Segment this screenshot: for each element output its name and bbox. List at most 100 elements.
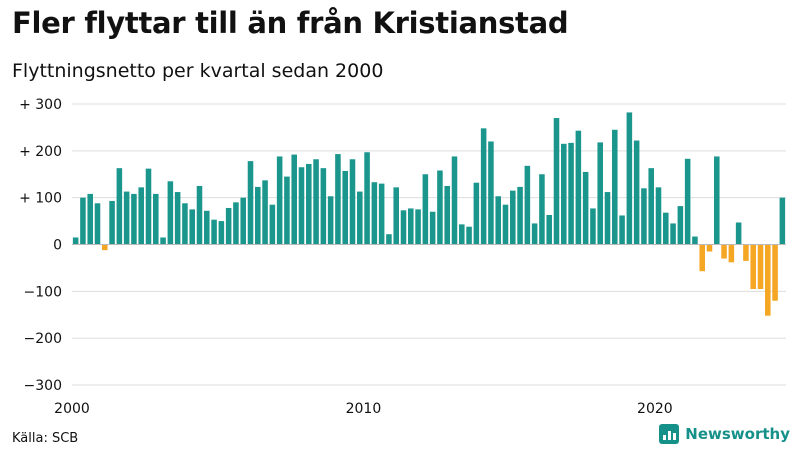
bar bbox=[444, 185, 450, 245]
bar bbox=[189, 209, 195, 245]
bar bbox=[743, 244, 749, 261]
bar bbox=[174, 192, 181, 245]
bar bbox=[182, 203, 188, 245]
bar bbox=[262, 180, 268, 245]
bar bbox=[619, 215, 625, 245]
bar bbox=[313, 159, 319, 245]
bar bbox=[590, 208, 596, 245]
bar bbox=[160, 237, 166, 245]
bar bbox=[692, 236, 698, 245]
bar bbox=[517, 186, 523, 245]
bar bbox=[735, 222, 742, 245]
bar bbox=[364, 152, 370, 245]
bar bbox=[284, 176, 290, 245]
bar bbox=[218, 221, 225, 245]
bar bbox=[779, 197, 786, 245]
bar bbox=[684, 158, 691, 245]
bar bbox=[495, 196, 501, 245]
bar bbox=[561, 143, 567, 245]
bar bbox=[641, 188, 647, 245]
bar bbox=[386, 234, 392, 245]
bar bbox=[378, 183, 385, 245]
bar bbox=[480, 128, 487, 245]
bar bbox=[415, 209, 421, 245]
bar bbox=[408, 208, 414, 245]
bar bbox=[116, 168, 123, 245]
x-tick-label: 2010 bbox=[346, 401, 382, 417]
source-note: Källa: SCB bbox=[12, 431, 79, 446]
bar bbox=[196, 185, 203, 245]
bar bbox=[167, 181, 174, 245]
bar bbox=[531, 223, 538, 245]
bar bbox=[233, 202, 239, 245]
y-tick-label: −300 bbox=[24, 378, 62, 394]
bar bbox=[721, 244, 727, 259]
y-tick-label: + 300 bbox=[19, 97, 62, 113]
bar bbox=[655, 187, 662, 245]
bar bbox=[568, 142, 574, 245]
bar bbox=[320, 168, 327, 245]
bar bbox=[371, 182, 378, 245]
bar bbox=[393, 187, 399, 245]
bar bbox=[510, 190, 516, 245]
bar bbox=[546, 215, 552, 245]
brand-label: Newsworthy bbox=[685, 425, 790, 443]
bar bbox=[87, 193, 93, 245]
bar bbox=[706, 244, 713, 252]
newsworthy-logo: Newsworthy bbox=[659, 424, 790, 444]
x-tick-label: 2000 bbox=[54, 401, 90, 417]
bar bbox=[102, 244, 108, 251]
bar bbox=[422, 174, 429, 245]
bar bbox=[306, 163, 312, 245]
bar bbox=[612, 129, 618, 245]
bar bbox=[670, 223, 676, 245]
chart-subtitle: Flyttningsnetto per kvartal sedan 2000 bbox=[12, 60, 384, 82]
bar bbox=[437, 170, 443, 245]
bar bbox=[553, 118, 560, 245]
chart-title: Fler flyttar till än från Kristianstad bbox=[12, 6, 569, 40]
bar bbox=[429, 211, 436, 245]
bar bbox=[663, 212, 669, 245]
bar bbox=[502, 204, 509, 245]
bar bbox=[677, 206, 684, 245]
bar bbox=[582, 171, 589, 245]
bar bbox=[488, 141, 494, 245]
bar bbox=[604, 192, 611, 245]
bar bbox=[597, 142, 603, 245]
bar bbox=[269, 204, 276, 245]
bar bbox=[80, 197, 86, 245]
bar bbox=[633, 140, 640, 245]
bar bbox=[714, 156, 720, 245]
bar bbox=[225, 207, 232, 245]
bar bbox=[342, 170, 348, 245]
bar bbox=[131, 193, 137, 245]
bar bbox=[765, 244, 771, 316]
bar bbox=[772, 244, 778, 301]
bar bbox=[335, 154, 341, 245]
bar bbox=[539, 174, 545, 245]
y-tick-label: −200 bbox=[24, 331, 62, 347]
bar bbox=[757, 244, 764, 289]
bar bbox=[728, 244, 735, 263]
bar bbox=[145, 168, 152, 245]
y-tick-label: + 100 bbox=[19, 191, 62, 207]
bar bbox=[750, 244, 756, 289]
bar bbox=[240, 197, 246, 245]
bar bbox=[626, 112, 633, 245]
bar bbox=[123, 191, 130, 245]
bar bbox=[357, 191, 363, 245]
bar-chart-icon bbox=[659, 424, 680, 444]
bar bbox=[138, 187, 144, 245]
bar bbox=[648, 168, 654, 245]
bar bbox=[466, 226, 472, 245]
bar bbox=[211, 219, 217, 245]
bar bbox=[204, 210, 210, 245]
y-tick-label: 0 bbox=[53, 238, 62, 254]
bar bbox=[291, 154, 297, 245]
y-tick-label: + 200 bbox=[19, 144, 62, 160]
bar bbox=[400, 210, 407, 245]
bar bbox=[575, 130, 582, 245]
bar bbox=[255, 186, 261, 245]
bar bbox=[699, 244, 705, 272]
